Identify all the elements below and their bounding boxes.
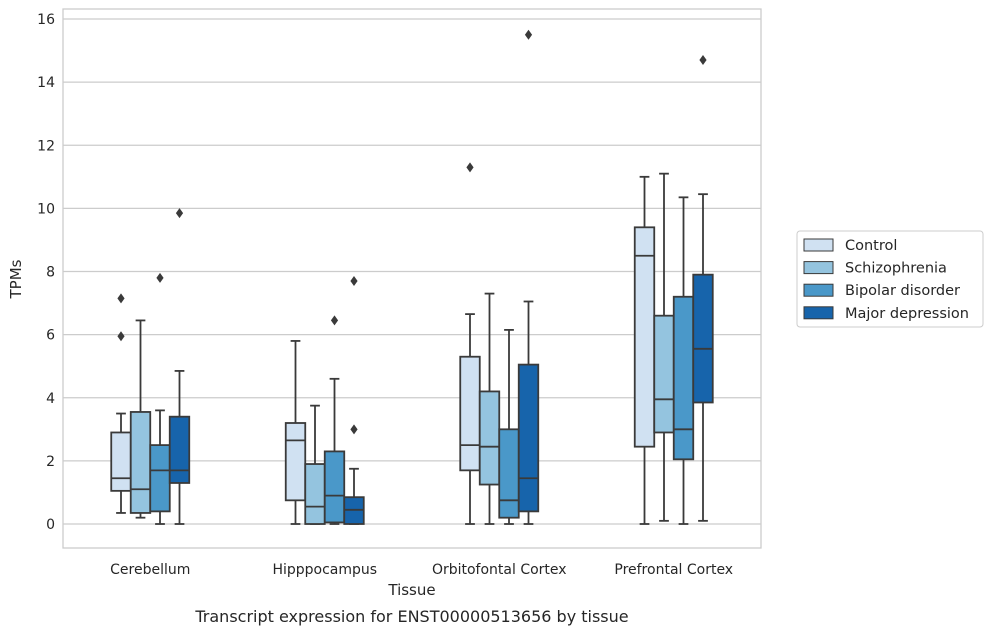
outlier-0 bbox=[350, 424, 358, 435]
outlier-0 bbox=[156, 272, 164, 283]
box-0-2 bbox=[459, 162, 481, 525]
legend-swatch bbox=[803, 283, 834, 297]
box-0-3 bbox=[633, 175, 656, 525]
legend-item-0: Control bbox=[803, 238, 897, 254]
box-body bbox=[633, 226, 656, 448]
y-tick-label-14: 14 bbox=[37, 75, 55, 91]
box-1-2 bbox=[478, 292, 501, 525]
box-body bbox=[304, 463, 326, 525]
box-2-3 bbox=[672, 196, 695, 525]
box-0-0 bbox=[110, 293, 132, 514]
y-tick-label-8: 8 bbox=[46, 265, 55, 281]
y-tick-label-10: 10 bbox=[37, 201, 55, 217]
box-2-0 bbox=[149, 272, 171, 525]
x-axis-label: Tissue bbox=[387, 581, 435, 599]
box-1-0 bbox=[129, 319, 152, 519]
box-0-1 bbox=[284, 340, 307, 525]
box-body bbox=[478, 390, 501, 486]
box-body bbox=[459, 355, 481, 472]
box-3-0 bbox=[168, 208, 191, 525]
boxes bbox=[110, 29, 714, 525]
box-1-1 bbox=[304, 404, 326, 525]
box-body bbox=[168, 415, 191, 484]
outlier-0 bbox=[699, 55, 707, 66]
x-tick-label-0: Cerebellum bbox=[110, 562, 190, 578]
box-body bbox=[653, 314, 675, 434]
y-tick-label-16: 16 bbox=[37, 12, 55, 28]
box-body bbox=[692, 273, 714, 404]
legend-swatch bbox=[803, 306, 834, 320]
x-tick-label-3: Prefrontal Cortex bbox=[614, 562, 733, 578]
plot-area-frame bbox=[62, 8, 762, 549]
legend: Control Schizophrenia Bipolar disorder Majo… bbox=[796, 230, 984, 328]
outlier-0 bbox=[330, 315, 339, 326]
y-tick-label-2: 2 bbox=[46, 454, 55, 470]
y-tick-label-4: 4 bbox=[46, 391, 55, 407]
box-3-1 bbox=[343, 275, 365, 525]
y-axis-label: TPMs bbox=[7, 259, 25, 299]
legend-label: Bipolar disorder bbox=[845, 283, 960, 299]
y-tick-label-12: 12 bbox=[37, 138, 55, 154]
outlier-0 bbox=[117, 331, 125, 342]
outlier-1 bbox=[117, 293, 125, 304]
outlier-0 bbox=[175, 208, 184, 219]
legend-item-1: Schizophrenia bbox=[803, 261, 947, 277]
legend-label: Major depression bbox=[845, 306, 969, 322]
legend-item-3: Major depression bbox=[803, 306, 969, 322]
outlier-0 bbox=[524, 29, 533, 40]
box-body bbox=[284, 422, 307, 502]
legend-swatch bbox=[803, 238, 834, 252]
box-body bbox=[323, 450, 346, 524]
y-tick-label-0: 0 bbox=[46, 517, 55, 533]
box-1-3 bbox=[653, 172, 675, 522]
box-body bbox=[110, 431, 132, 492]
y-tick-label-6: 6 bbox=[46, 328, 55, 344]
legend-frame bbox=[796, 230, 984, 328]
legend-swatch bbox=[803, 261, 834, 275]
box-body bbox=[129, 411, 152, 514]
y-axis-ticks: 0 2 4 6 8 10 12 14 16 bbox=[37, 12, 55, 533]
x-tick-label-1: Hipppocampus bbox=[272, 562, 377, 578]
box-2-2 bbox=[498, 328, 520, 525]
x-tick-label-2: Orbitofontal Cortex bbox=[432, 562, 567, 578]
box-body bbox=[498, 428, 520, 519]
box-body bbox=[149, 444, 171, 513]
box-3-2 bbox=[517, 29, 540, 525]
legend-label: Control bbox=[845, 238, 897, 254]
outlier-0 bbox=[466, 162, 474, 173]
legend-label: Schizophrenia bbox=[845, 261, 947, 277]
x-axis-ticks: Cerebellum Hipppocampus Orbitofontal Corte… bbox=[110, 562, 733, 578]
box-3-3 bbox=[692, 55, 714, 522]
box-2-1 bbox=[323, 315, 346, 525]
legend-item-2: Bipolar disorder bbox=[803, 283, 960, 299]
outlier-1 bbox=[350, 275, 358, 286]
box-body bbox=[517, 363, 540, 513]
chart-caption: Transcript expression for ENST0000051365… bbox=[194, 607, 628, 626]
box-body bbox=[672, 295, 695, 461]
